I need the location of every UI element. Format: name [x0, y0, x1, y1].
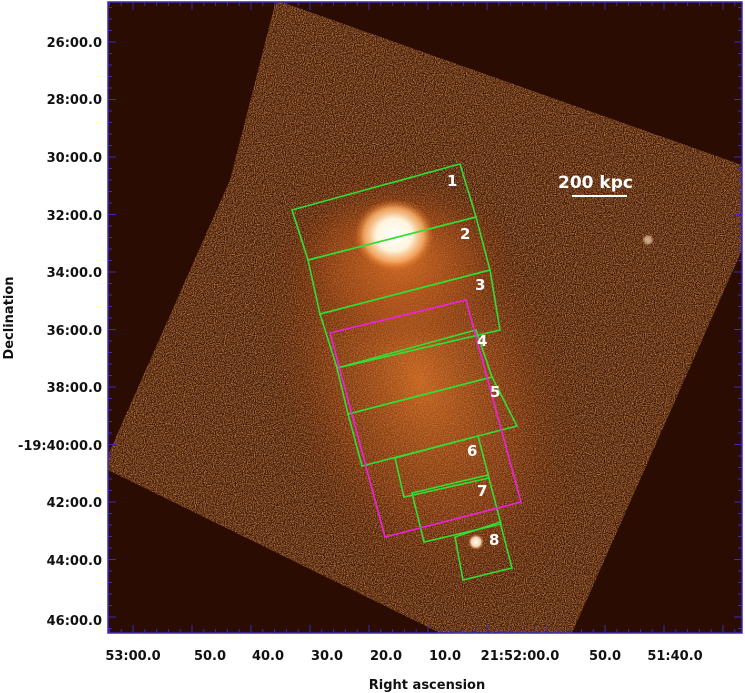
y-tick-label: 34:00.0 [47, 266, 102, 281]
x-tick-label: 51:40.0 [647, 649, 702, 664]
bright-cluster-core [354, 199, 434, 271]
region-label-7: 7 [477, 482, 487, 500]
point-source-south [468, 534, 484, 550]
x-axis-title: Right ascension [369, 678, 485, 693]
region-label-3: 3 [475, 276, 485, 294]
y-tick-label: 44:00.0 [47, 554, 102, 569]
region-label-2: 2 [460, 225, 470, 243]
region-label-5: 5 [490, 383, 500, 401]
x-tick-label: 20.0 [370, 649, 402, 664]
region-label-8: 8 [489, 531, 499, 549]
y-tick-labels: 26:00.0 28:00.0 30:00.0 32:00.0 34:00.0 … [18, 36, 102, 629]
y-tick-label: 28:00.0 [47, 93, 102, 108]
region-3 [318, 269, 501, 369]
region-5 [347, 376, 519, 467]
y-tick-label: 36:00.0 [47, 324, 102, 339]
y-tick-label: 38:00.0 [47, 381, 102, 396]
y-tick-label: 26:00.0 [47, 36, 102, 51]
y-tick-label: 32:00.0 [47, 209, 102, 224]
x-tick-label: 40.0 [252, 649, 284, 664]
point-source-east [642, 234, 654, 246]
x-tick-label: 53:00.0 [105, 649, 160, 664]
x-tick-label: 50.0 [589, 649, 621, 664]
green-regions [290, 163, 519, 581]
axis-ticks [108, 2, 742, 633]
region-label-4: 4 [477, 332, 487, 350]
magenta-region [329, 299, 522, 538]
y-tick-label: 30:00.0 [47, 151, 102, 166]
region-label-6: 6 [467, 442, 477, 460]
scale-bar-label: 200 kpc [558, 173, 633, 193]
x-tick-label: 30.0 [311, 649, 343, 664]
y-axis-title: Declination [2, 276, 17, 359]
image-area [108, 2, 742, 633]
y-tick-label: -19:40:00.0 [18, 439, 102, 454]
x-tick-labels: 53:00.0 50.0 40.0 30.0 20.0 10.0 21:52:0… [105, 649, 702, 664]
y-tick-label: 42:00.0 [47, 496, 102, 511]
x-tick-label: 21:52:00.0 [481, 649, 560, 664]
y-tick-label: 46:00.0 [47, 614, 102, 629]
x-tick-label: 50.0 [194, 649, 226, 664]
x-tick-label: 10.0 [429, 649, 461, 664]
region-label-1: 1 [447, 172, 457, 190]
region-8 [454, 520, 513, 581]
